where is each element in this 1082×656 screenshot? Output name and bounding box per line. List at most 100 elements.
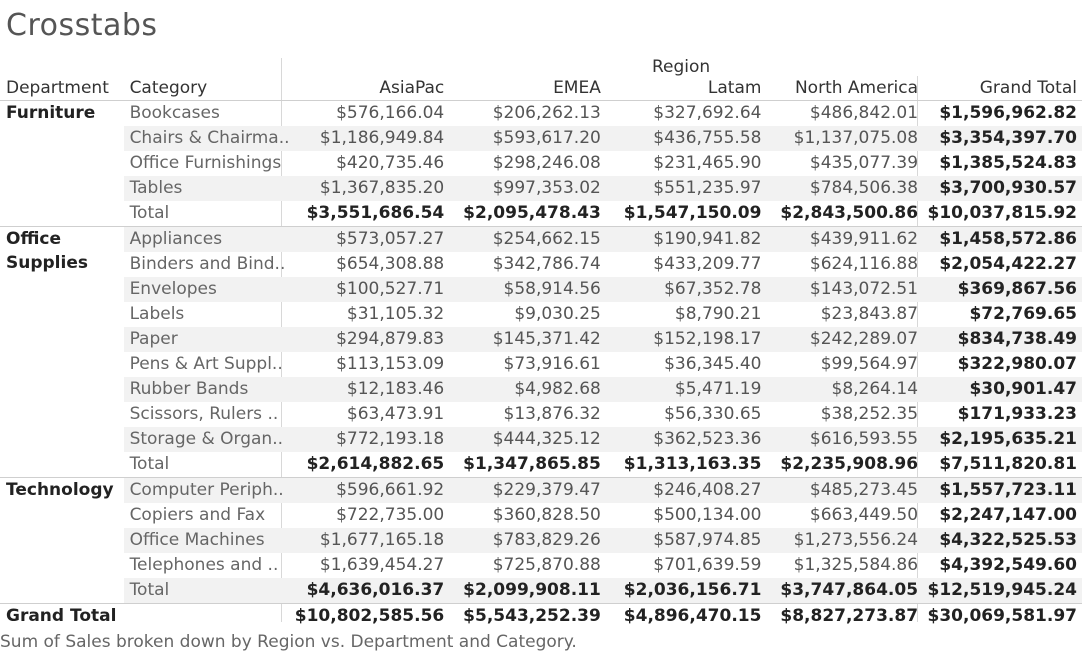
sales-cell: $439,911.62 xyxy=(766,226,924,252)
grand-total-row: Grand Total $10,802,585.56 $5,543,252.39 $4… xyxy=(0,603,1082,629)
sales-cell: $772,193.18 xyxy=(289,427,450,452)
table-row: Office Supplies Appliances $573,057.27 $254… xyxy=(0,226,1082,478)
sales-cell: $152,198.17 xyxy=(605,327,767,352)
sales-cell: $360,828.50 xyxy=(492,505,601,525)
sales-cell: $36,345.40 xyxy=(664,354,762,374)
category-label: Tables xyxy=(123,176,290,201)
row-grand-total-cell: $4,392,549.60 xyxy=(939,555,1077,575)
page-title: Crosstabs xyxy=(6,8,158,43)
department-label: Technology xyxy=(0,477,124,604)
sales-cell: $31,105.32 xyxy=(346,304,445,324)
table-row: Furniture Bookcases $576,166.04 $206,262.13… xyxy=(0,101,1082,127)
row-grand-total-cell: $1,458,572.86 xyxy=(923,226,1082,252)
department-label: Office Supplies xyxy=(0,226,124,478)
row-grand-total-cell: $171,933.23 xyxy=(957,404,1077,424)
sales-cell: $294,879.83 xyxy=(289,327,450,352)
total-label: Total xyxy=(129,203,170,223)
total-label: Total xyxy=(123,578,290,604)
sales-cell: $783,829.26 xyxy=(449,528,606,553)
sales-cell: $624,116.88 xyxy=(809,254,919,274)
department-total-cell: $2,235,908.96 xyxy=(780,454,919,474)
sales-cell: $486,842.01 xyxy=(809,103,919,123)
sales-cell: $573,057.27 xyxy=(289,226,450,252)
sales-cell: $342,786.74 xyxy=(492,254,601,274)
table-row: Technology Computer Periph.. $596,661.92 $2… xyxy=(0,477,1082,604)
sales-cell: $362,523.36 xyxy=(605,427,767,452)
department-total-cell: $1,313,163.35 xyxy=(623,454,762,474)
header-row: Department Category AsiaPac EMEA Latam N… xyxy=(0,76,1082,101)
table-row: Scissors, Rulers .. $63,473.91 $13,876.32 $… xyxy=(0,402,1082,427)
category-label: Office Machines xyxy=(123,528,290,553)
sales-cell: $63,473.91 xyxy=(346,404,445,424)
category-header: Category xyxy=(123,76,290,101)
department-total-cell: $1,347,865.85 xyxy=(463,454,601,474)
sales-cell: $327,692.64 xyxy=(653,103,762,123)
sales-cell: $663,449.50 xyxy=(809,505,919,525)
table-row: Tables $1,367,835.20 $997,353.02 $551,235.9… xyxy=(0,176,1082,201)
sales-cell: $58,914.56 xyxy=(449,277,606,302)
sales-cell: $784,506.38 xyxy=(766,176,924,201)
department-total-cell: $4,636,016.37 xyxy=(289,578,450,604)
table-row: Telephones and .. $1,639,454.27 $725,870.8… xyxy=(0,553,1082,578)
department-grand-total-cell: $7,511,820.81 xyxy=(939,454,1077,474)
sales-cell: $654,308.88 xyxy=(336,254,445,274)
table-row: Pens & Art Suppl.. $113,153.09 $73,916.61 $… xyxy=(0,352,1082,377)
sales-cell: $5,471.19 xyxy=(605,377,767,402)
sales-cell: $12,183.46 xyxy=(289,377,450,402)
sales-cell: $1,137,075.08 xyxy=(766,126,924,151)
category-label: Appliances xyxy=(123,226,290,252)
row-grand-total-cell: $3,700,930.57 xyxy=(923,176,1082,201)
department-header: Department xyxy=(0,76,124,101)
category-label: Scissors, Rulers .. xyxy=(129,404,279,424)
department-grand-total-cell: $12,519,945.24 xyxy=(923,578,1082,604)
sales-cell: $113,153.09 xyxy=(336,354,445,374)
table-row: Office Furnishings $420,735.46 $298,246.08… xyxy=(0,151,1082,176)
row-grand-total-cell: $1,557,723.11 xyxy=(923,477,1082,503)
sales-cell: $1,186,949.84 xyxy=(289,126,450,151)
department-total-row: Total $4,636,016.37 $2,099,908.11 $2,036,15… xyxy=(0,578,1082,604)
category-label: Envelopes xyxy=(123,277,290,302)
sales-cell: $701,639.59 xyxy=(653,555,762,575)
sales-cell: $38,252.35 xyxy=(820,404,919,424)
department-total-cell: $2,843,500.86 xyxy=(780,203,919,223)
sales-cell: $593,617.20 xyxy=(449,126,606,151)
sales-cell: $143,072.51 xyxy=(766,277,924,302)
row-grand-total-cell: $834,738.49 xyxy=(923,327,1082,352)
sales-cell: $9,030.25 xyxy=(514,304,601,324)
sales-cell: $73,916.61 xyxy=(503,354,601,374)
category-label: Computer Periph.. xyxy=(123,477,290,503)
table-row: Paper $294,879.83 $145,371.42 $152,198.17 $2… xyxy=(0,327,1082,352)
sales-cell: $254,662.15 xyxy=(449,226,606,252)
sales-cell: $436,755.58 xyxy=(605,126,767,151)
sales-cell: $56,330.65 xyxy=(664,404,762,424)
sales-cell: $500,134.00 xyxy=(653,505,762,525)
sales-cell: $4,982.68 xyxy=(449,377,606,402)
category-label: Labels xyxy=(129,304,185,324)
row-grand-total-cell: $369,867.56 xyxy=(923,277,1082,302)
category-label: Bookcases xyxy=(129,103,220,123)
sales-cell: $1,677,165.18 xyxy=(289,528,450,553)
sales-cell: $231,465.90 xyxy=(653,153,762,173)
grand-total-cell: $4,896,470.15 xyxy=(605,603,767,629)
sales-cell: $551,235.97 xyxy=(605,176,767,201)
sales-cell: $997,353.02 xyxy=(449,176,606,201)
sales-cell: $190,941.82 xyxy=(605,226,767,252)
sales-cell: $242,289.07 xyxy=(766,327,924,352)
department-total-row: Total $2,614,882.65 $1,347,865.85 $1,313,16… xyxy=(0,452,1082,478)
sales-cell: $420,735.46 xyxy=(336,153,445,173)
sales-cell: $206,262.13 xyxy=(492,103,601,123)
sales-cell: $1,367,835.20 xyxy=(289,176,450,201)
sales-cell: $576,166.04 xyxy=(336,103,445,123)
crosstab-table: Department Category AsiaPac EMEA Latam N… xyxy=(0,76,1082,629)
region-header-latam: Latam xyxy=(605,76,767,101)
sales-cell: $99,564.97 xyxy=(820,354,919,374)
department-total-row: Total $3,551,686.54 $2,095,478.43 $1,547,15… xyxy=(0,201,1082,227)
department-total-cell: $2,095,478.43 xyxy=(463,203,601,223)
sales-cell: $444,325.12 xyxy=(449,427,606,452)
sales-cell: $1,639,454.27 xyxy=(319,555,445,575)
grand-total-cell: $8,827,273.87 xyxy=(766,603,924,629)
caption: Sum of Sales broken down by Region vs. D… xyxy=(0,632,577,652)
department-total-cell: $3,747,864.05 xyxy=(766,578,924,604)
sales-cell: $8,264.14 xyxy=(766,377,924,402)
table-row: Rubber Bands $12,183.46 $4,982.68 $5,471.19… xyxy=(0,377,1082,402)
